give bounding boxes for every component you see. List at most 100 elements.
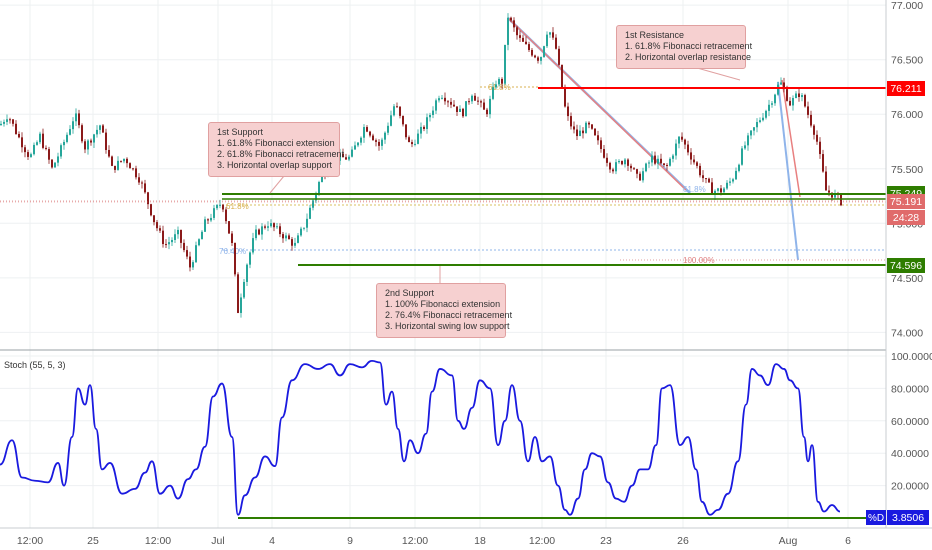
stoch-tick-label: 20.0000	[891, 481, 929, 493]
candle-body	[138, 177, 140, 183]
candle-body	[567, 106, 569, 117]
candle-body	[480, 101, 482, 103]
candle-body	[168, 242, 170, 245]
candle-body	[351, 149, 353, 157]
candle-body	[585, 122, 587, 134]
candle-body	[384, 132, 386, 140]
candle-body	[12, 119, 14, 124]
candle-body	[708, 178, 710, 183]
candle-body	[507, 17, 509, 45]
candle-body	[747, 135, 749, 146]
candle-body	[603, 149, 605, 158]
candle-body	[6, 119, 8, 122]
candle-body	[426, 117, 428, 129]
fib-label-c: 61.8%	[226, 202, 249, 211]
candle-body	[636, 169, 638, 174]
candle-body	[792, 98, 794, 106]
candle-body	[147, 192, 149, 205]
candle-body	[540, 57, 542, 61]
candle-body	[48, 149, 50, 160]
candle-body	[225, 209, 227, 222]
callout-pointer-support1	[269, 175, 285, 194]
candle-body	[576, 129, 578, 137]
support2-callout[interactable]: 2nd Support 1. 100% Fibonacci extension …	[376, 283, 512, 338]
candle-body	[3, 121, 5, 124]
candle-body	[594, 128, 596, 136]
candle-body	[447, 101, 449, 103]
candle-body	[276, 226, 278, 228]
candle-body	[237, 274, 239, 313]
candle-body	[150, 204, 152, 216]
candle-body	[303, 227, 305, 229]
candle-body	[768, 104, 770, 111]
candle-body	[405, 124, 407, 138]
candle-body	[297, 235, 299, 243]
candle-body	[366, 127, 368, 132]
candle-body	[588, 122, 590, 125]
countdown-tag	[887, 210, 925, 225]
candle-body	[90, 140, 92, 143]
candle-body	[720, 188, 722, 193]
candle-body	[777, 84, 779, 95]
candle-body	[33, 144, 35, 155]
current-price-tag	[887, 194, 925, 209]
candle-body	[21, 137, 23, 148]
candle-body	[210, 217, 212, 221]
candle-body	[753, 127, 755, 131]
candle-body	[549, 32, 551, 35]
candle-body	[213, 208, 215, 218]
candle-body	[171, 239, 173, 243]
candle-body	[270, 223, 272, 227]
fib-label-b: 61.8%	[683, 185, 706, 194]
candle-body	[519, 35, 521, 38]
time-tick-label: 12:00	[529, 535, 555, 547]
candle-body	[132, 168, 134, 170]
candle-body	[36, 142, 38, 145]
candle-body	[411, 142, 413, 145]
candle-body	[363, 127, 365, 138]
candle-body	[498, 78, 500, 85]
candle-body	[717, 188, 719, 191]
candle-body	[393, 106, 395, 116]
candle-body	[789, 100, 791, 106]
fib-label-a: 61.8%	[488, 83, 511, 92]
candle-body	[318, 181, 320, 193]
candle-body	[381, 139, 383, 146]
candle-body	[417, 133, 419, 144]
candle-body	[378, 141, 380, 146]
candle-body	[759, 120, 761, 123]
candle-body	[267, 226, 269, 228]
candle-body	[255, 229, 257, 239]
candle-body	[741, 148, 743, 165]
candle-body	[294, 242, 296, 246]
candle-body	[159, 228, 161, 231]
candle-body	[816, 134, 818, 142]
candle-body	[42, 133, 44, 148]
candle-body	[441, 97, 443, 99]
fib-arrow-red-2	[781, 79, 801, 198]
candle-body	[462, 108, 464, 117]
candle-body	[219, 204, 221, 206]
candle-body	[504, 44, 506, 84]
candle-body	[195, 245, 197, 263]
candle-body	[183, 242, 185, 251]
candle-body	[246, 264, 248, 282]
candle-body	[738, 164, 740, 171]
candle-body	[657, 158, 659, 164]
candle-body	[312, 200, 314, 208]
time-tick-label: 4	[269, 535, 275, 547]
candle-body	[822, 154, 824, 172]
candle-body	[591, 124, 593, 129]
candle-body	[27, 152, 29, 157]
price-tick-label: 74.000	[891, 327, 923, 339]
support1-callout[interactable]: 1st Support 1. 61.8% Fibonacci extension…	[208, 122, 344, 177]
candle-body	[15, 123, 17, 135]
candle-body	[252, 238, 254, 253]
candle-body	[165, 244, 167, 246]
candle-body	[78, 113, 80, 126]
candle-body	[57, 156, 59, 163]
resistance-callout[interactable]: 1st Resistance 1. 61.8% Fibonacci retrac…	[616, 25, 752, 69]
candle-body	[198, 239, 200, 246]
candle-body	[528, 44, 530, 50]
candle-body	[228, 221, 230, 234]
